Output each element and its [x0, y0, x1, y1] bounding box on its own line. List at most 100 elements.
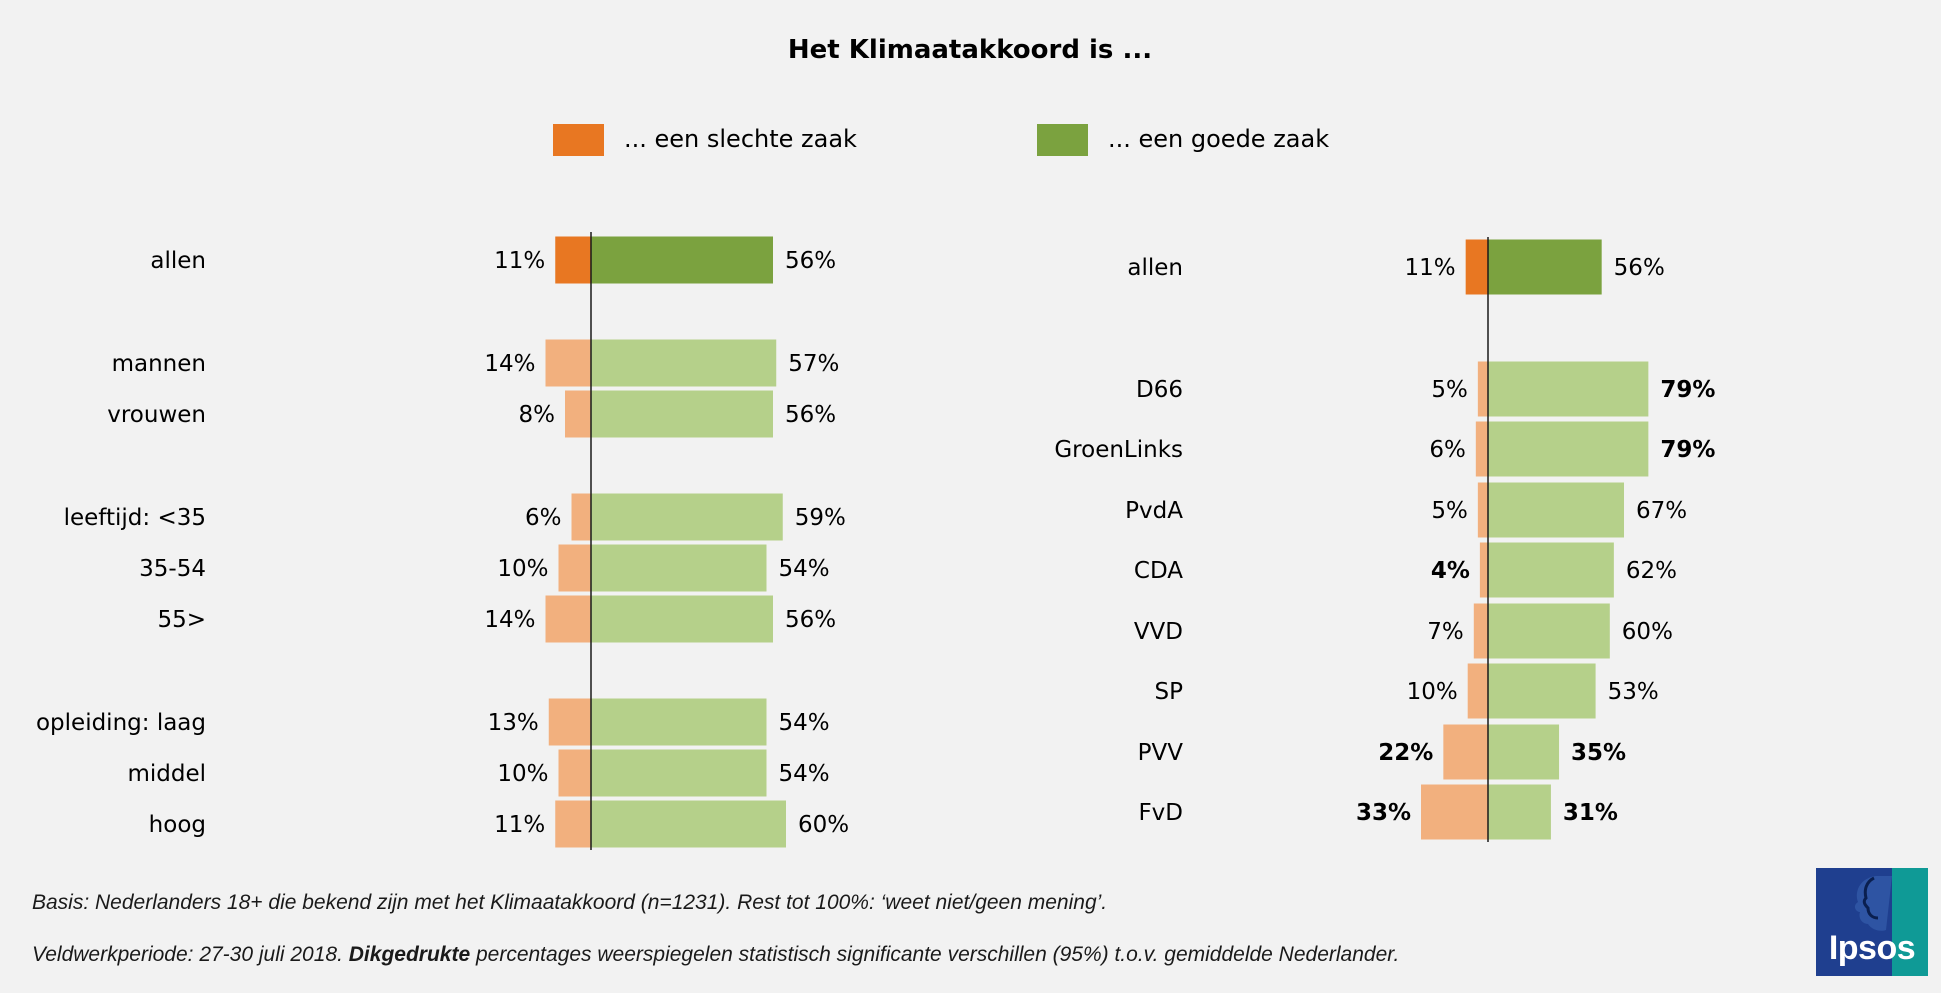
footnote-fieldwork-suffix: percentages weerspiegelen statistisch si… — [470, 943, 1400, 966]
value-label-goed-leeftijd-35: 59% — [795, 505, 846, 531]
bar-slecht-vrouwen — [565, 390, 591, 438]
value-label-goed-hoog: 60% — [798, 812, 849, 838]
bar-goed-fvd — [1488, 784, 1551, 840]
bar-goed-pvda — [1488, 482, 1625, 538]
value-label-slecht-vvd: 7% — [1427, 619, 1464, 645]
bar-goed-groenlinks — [1488, 421, 1649, 477]
bar-goed-vrouwen — [591, 390, 773, 438]
bar-slecht-cda — [1479, 542, 1488, 598]
bar-goed-55 — [591, 595, 773, 643]
value-label-goed-fvd: 31% — [1563, 800, 1618, 826]
bar-slecht-middel — [558, 749, 591, 797]
value-label-slecht-opleiding-laag: 13% — [488, 710, 539, 736]
category-label-opleiding-laag: opleiding: laag — [36, 710, 206, 736]
bar-slecht-vvd — [1473, 603, 1488, 659]
bar-slecht-d66 — [1477, 361, 1488, 417]
footnote-basis: Basis: Nederlanders 18+ die bekend zijn … — [32, 891, 1107, 915]
footnote-fieldwork: Veldwerkperiode: 27-30 juli 2018. Dikged… — [32, 943, 1399, 967]
chart-panel-demografie: allen 11% 56% mannen 14% 57% vrouwen 8% 56% leeft… — [36, 232, 849, 850]
legend-swatch-slechte-zaak — [553, 124, 604, 156]
value-label-slecht-middel: 10% — [497, 761, 548, 787]
value-label-slecht-cda: 4% — [1431, 558, 1470, 584]
bar-goed-middel — [591, 749, 767, 797]
ipsos-logo: Ipsos — [1816, 868, 1928, 976]
value-label-slecht-allen: 11% — [494, 248, 545, 274]
value-label-slecht-55: 14% — [484, 607, 535, 633]
category-label-55: 55> — [157, 607, 206, 633]
category-label-allen: allen — [150, 248, 206, 274]
bar-goed-sp — [1488, 663, 1596, 719]
category-label-leeftijd-35: leeftijd: <35 — [64, 505, 206, 531]
bar-goed-pvv — [1488, 724, 1560, 780]
value-label-goed-cda: 62% — [1626, 558, 1677, 584]
value-label-goed-allen: 56% — [785, 248, 836, 274]
bar-slecht-mannen — [545, 339, 591, 387]
bar-goed-opleiding-laag — [591, 698, 767, 746]
value-label-goed-middel: 54% — [779, 761, 830, 787]
chart-title: Het Klimaatakkoord is ... — [788, 35, 1152, 65]
bar-goed-allen — [1488, 239, 1602, 295]
footnote-basis-text: Basis: Nederlanders 18+ die bekend zijn … — [32, 891, 1108, 914]
value-label-slecht-allen: 11% — [1405, 255, 1456, 281]
value-label-goed-allen: 56% — [1614, 255, 1665, 281]
footnote-fieldwork-prefix: Veldwerkperiode: 27-30 juli 2018. — [32, 943, 349, 966]
category-label-groenlinks: GroenLinks — [1054, 437, 1183, 463]
value-label-goed-sp: 53% — [1608, 679, 1659, 705]
value-label-goed-55: 56% — [785, 607, 836, 633]
value-label-slecht-pvv: 22% — [1378, 740, 1433, 766]
value-label-goed-35-54: 54% — [779, 556, 830, 582]
value-label-goed-pvv: 35% — [1571, 740, 1626, 766]
bar-slecht-leeftijd-35 — [571, 493, 591, 541]
bar-goed-vvd — [1488, 603, 1610, 659]
bar-slecht-55 — [545, 595, 591, 643]
bar-goed-d66 — [1488, 361, 1649, 417]
value-label-slecht-leeftijd-35: 6% — [525, 505, 562, 531]
bar-slecht-fvd — [1421, 784, 1488, 840]
value-label-slecht-35-54: 10% — [497, 556, 548, 582]
bar-slecht-allen — [555, 236, 591, 284]
bar-slecht-pvda — [1477, 482, 1488, 538]
ipsos-face-icon — [1854, 876, 1892, 931]
category-label-35-54: 35-54 — [139, 556, 206, 582]
category-label-pvda: PvdA — [1125, 498, 1183, 524]
legend-label-goede-zaak: ... een goede zaak — [1108, 125, 1329, 153]
bar-goed-mannen — [591, 339, 777, 387]
value-label-slecht-hoog: 11% — [494, 812, 545, 838]
category-label-sp: SP — [1155, 679, 1184, 705]
bar-slecht-allen — [1465, 239, 1488, 295]
category-label-middel: middel — [127, 761, 206, 787]
value-label-goed-mannen: 57% — [788, 351, 839, 377]
bar-slecht-hoog — [555, 800, 591, 848]
bar-slecht-groenlinks — [1475, 421, 1488, 477]
value-label-slecht-d66: 5% — [1431, 377, 1468, 403]
bar-goed-cda — [1488, 542, 1614, 598]
category-label-mannen: mannen — [112, 351, 206, 377]
value-label-slecht-mannen: 14% — [484, 351, 535, 377]
value-label-slecht-vrouwen: 8% — [519, 402, 556, 428]
value-label-slecht-fvd: 33% — [1356, 800, 1411, 826]
bar-slecht-35-54 — [558, 544, 591, 592]
value-label-slecht-pvda: 5% — [1431, 498, 1468, 524]
category-label-vvd: VVD — [1134, 619, 1183, 645]
category-label-d66: D66 — [1136, 377, 1183, 403]
value-label-goed-groenlinks: 79% — [1660, 437, 1715, 463]
value-label-goed-pvda: 67% — [1636, 498, 1687, 524]
category-label-cda: CDA — [1134, 558, 1183, 584]
chart-panel-partijen: allen 11% 56% D66 5% 79% GroenLinks 6% 79% PvdA 5%… — [1054, 237, 1715, 842]
bar-goed-hoog — [591, 800, 786, 848]
category-label-hoog: hoog — [149, 812, 206, 838]
bar-goed-leeftijd-35 — [591, 493, 783, 541]
value-label-goed-vvd: 60% — [1622, 619, 1673, 645]
value-label-slecht-sp: 10% — [1407, 679, 1458, 705]
value-label-goed-opleiding-laag: 54% — [779, 710, 830, 736]
value-label-goed-vrouwen: 56% — [785, 402, 836, 428]
value-label-goed-d66: 79% — [1660, 377, 1715, 403]
category-label-fvd: FvD — [1138, 800, 1183, 826]
bar-slecht-sp — [1467, 663, 1488, 719]
legend-swatch-goede-zaak — [1037, 124, 1088, 156]
ipsos-logo-text: Ipsos — [1828, 929, 1916, 967]
bar-goed-allen — [591, 236, 773, 284]
category-label-pvv: PVV — [1138, 740, 1184, 766]
bar-slecht-pvv — [1443, 724, 1488, 780]
